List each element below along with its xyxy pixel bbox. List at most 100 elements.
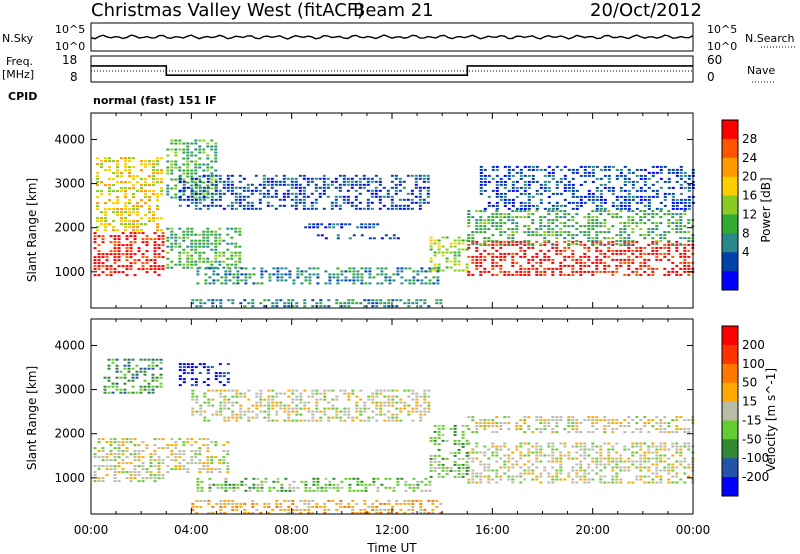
power-cell: [234, 266, 238, 269]
velocity-cell: [280, 486, 284, 489]
velocity-cell: [288, 486, 292, 489]
velocity-cell: [143, 385, 147, 388]
power-cell: [599, 225, 603, 228]
velocity-cell: [267, 511, 271, 514]
power-cell: [683, 261, 687, 264]
power-colorbar-segment: [722, 157, 738, 178]
power-cell: [148, 220, 151, 223]
velocity-cell: [324, 483, 328, 486]
power-cell: [153, 244, 157, 247]
velocity-cell: [218, 363, 222, 366]
power-cell: [487, 237, 491, 240]
velocity-cell: [194, 441, 198, 444]
power-cell: [655, 192, 659, 195]
power-cell: [352, 234, 356, 237]
velocity-cell: [219, 392, 223, 395]
velocity-cell: [683, 481, 687, 484]
power-cell: [251, 302, 255, 305]
power-cell: [615, 258, 619, 261]
velocity-cell: [631, 460, 635, 463]
velocity-cell: [219, 410, 223, 413]
power-cell: [531, 165, 535, 168]
velocity-cell: [137, 480, 141, 483]
power-cell: [555, 234, 559, 237]
power-cell: [571, 258, 575, 261]
velocity-colorbar-segment: [722, 363, 738, 384]
power-cell: [346, 189, 350, 192]
power-cell: [190, 160, 194, 163]
power-cell: [663, 204, 667, 207]
velocity-cell: [303, 499, 307, 502]
power-cell: [358, 180, 362, 183]
power-cell: [623, 174, 627, 177]
velocity-cell: [304, 480, 308, 483]
velocity-cell: [227, 419, 231, 422]
power-cell: [302, 195, 306, 198]
velocity-cell: [186, 462, 190, 465]
power-cell: [190, 180, 194, 183]
power-cell: [527, 204, 531, 207]
power-cell: [360, 234, 364, 237]
power-cell: [591, 171, 595, 174]
velocity-cell: [359, 407, 363, 410]
power-cell: [647, 207, 651, 210]
velocity-cell: [495, 451, 499, 454]
velocity-cell: [479, 475, 483, 478]
power-cell: [178, 142, 182, 145]
power-cell: [125, 235, 129, 238]
power-cell: [499, 225, 503, 228]
velocity-cell: [263, 404, 267, 407]
power-cell: [523, 201, 527, 204]
power-cell: [543, 216, 547, 219]
power-cell: [182, 157, 186, 160]
velocity-cell: [127, 379, 131, 382]
velocity-cell: [579, 469, 583, 472]
velocity-cell: [239, 502, 243, 505]
velocity-cell: [137, 459, 141, 462]
power-cell: [250, 201, 254, 204]
power-cell: [475, 264, 479, 267]
velocity-cell: [423, 407, 427, 410]
power-cell: [124, 193, 127, 196]
power-cell: [679, 201, 683, 204]
velocity-cell: [222, 444, 226, 447]
power-cell: [583, 243, 587, 246]
velocity-cell: [475, 475, 479, 478]
power-cell: [132, 175, 135, 178]
power-cell: [599, 231, 603, 234]
power-cell: [647, 264, 651, 267]
velocity-cell: [551, 448, 555, 451]
power-cell: [124, 211, 127, 214]
power-cell: [639, 189, 643, 192]
power-cell: [394, 204, 398, 207]
velocity-cell: [523, 472, 527, 475]
velocity-cell: [93, 471, 97, 474]
power-cell: [202, 139, 206, 142]
power-cell: [254, 207, 258, 210]
velocity-cell: [311, 389, 315, 392]
power-cell: [264, 270, 268, 273]
velocity-cell: [531, 472, 535, 475]
power-cell: [587, 195, 591, 198]
velocity-cell: [178, 453, 182, 456]
velocity-cell: [223, 499, 227, 502]
power-cell: [198, 257, 202, 260]
power-cell: [511, 186, 515, 189]
power-cell: [238, 201, 242, 204]
velocity-cell: [186, 471, 190, 474]
power-cell: [366, 177, 370, 180]
power-cell: [246, 195, 250, 198]
power-cell: [210, 181, 214, 184]
power-cell: [449, 251, 453, 254]
power-cell: [190, 248, 194, 251]
power-cell: [579, 174, 583, 177]
power-cell: [224, 270, 228, 273]
power-cell: [683, 207, 687, 210]
power-cell: [615, 240, 619, 243]
power-cell: [487, 204, 491, 207]
velocity-cell: [143, 388, 147, 391]
velocity-cell: [191, 392, 195, 395]
power-cell: [503, 192, 507, 195]
velocity-cell: [287, 404, 291, 407]
velocity-cell: [427, 395, 431, 398]
